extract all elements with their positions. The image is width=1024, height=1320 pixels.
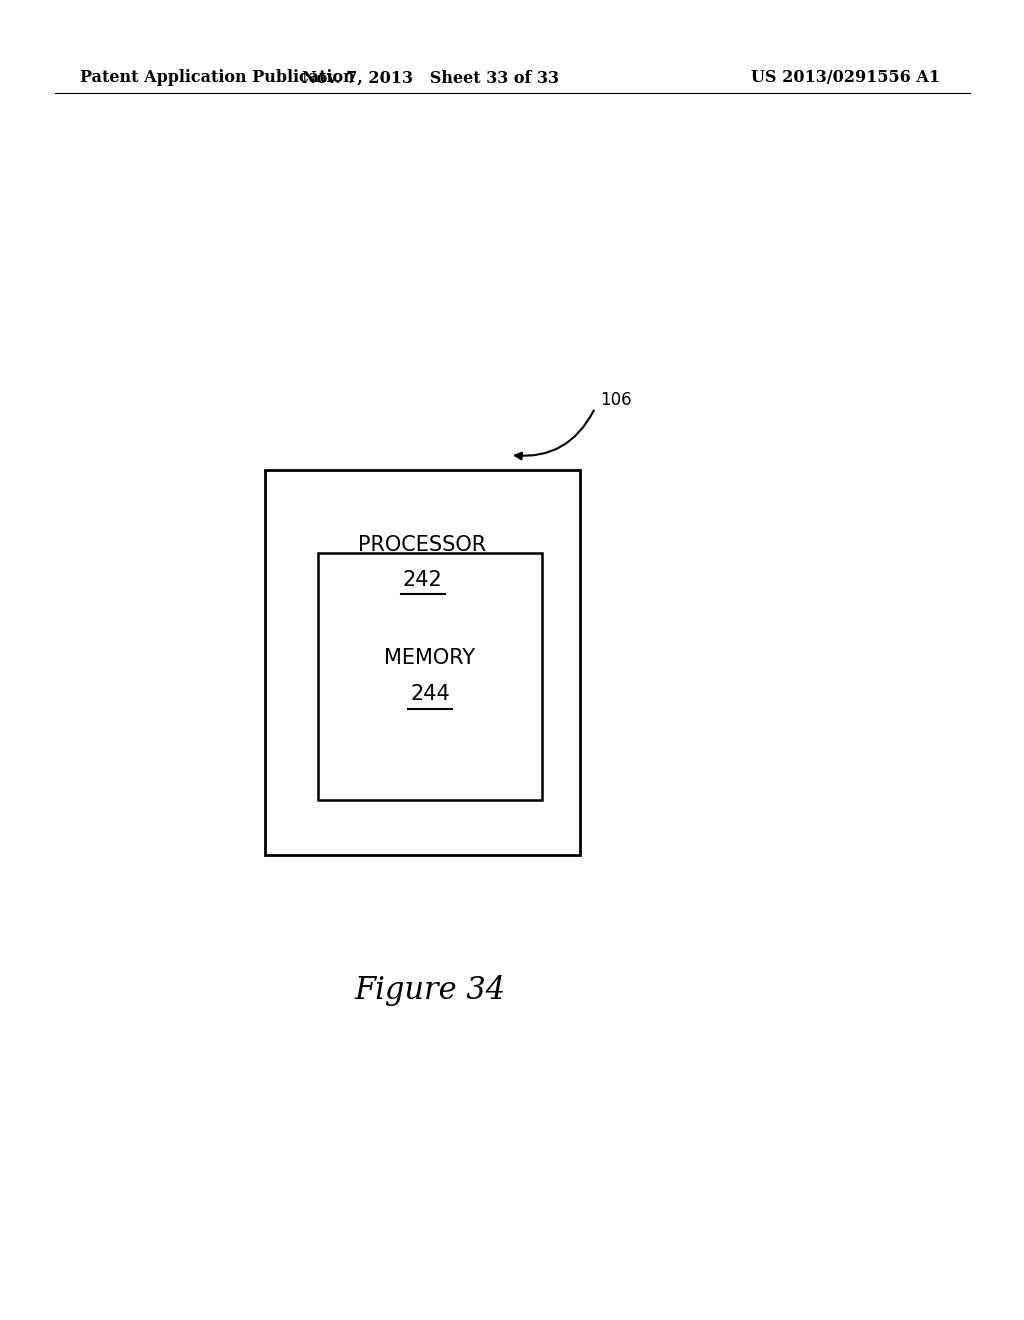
Text: MEMORY: MEMORY (384, 648, 475, 668)
Text: US 2013/0291556 A1: US 2013/0291556 A1 (751, 70, 940, 87)
Bar (265, 470, 580, 855)
Text: Nov. 7, 2013   Sheet 33 of 33: Nov. 7, 2013 Sheet 33 of 33 (301, 70, 558, 87)
Text: 242: 242 (402, 570, 442, 590)
Text: 106: 106 (600, 391, 632, 409)
Text: Figure 34: Figure 34 (354, 974, 506, 1006)
Text: PROCESSOR: PROCESSOR (358, 535, 486, 554)
Text: Patent Application Publication: Patent Application Publication (80, 70, 354, 87)
Text: 244: 244 (411, 685, 450, 705)
Bar (318, 553, 542, 800)
